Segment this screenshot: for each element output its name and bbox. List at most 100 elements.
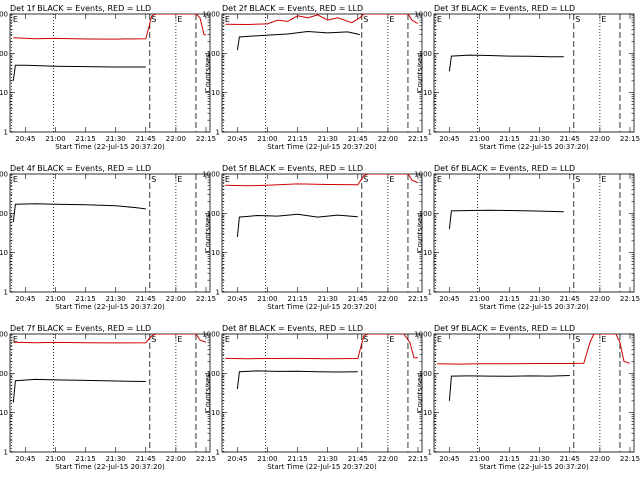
x-tick-label: 20:45 [15, 295, 35, 303]
y-tick-label: 100 [0, 370, 8, 378]
x-axis-label: Start Time (22-Jul-15 20:37:20) [55, 463, 165, 471]
panel-4: Det 4f BLACK = Events, RED = LLD 1 10 100 10… [0, 164, 216, 311]
series-lld-line [225, 334, 418, 360]
series-events-line [236, 30, 360, 51]
x-tick-label: 21:15 [287, 455, 307, 463]
y-tick-label: 10 [211, 249, 220, 257]
y-tick-label: 1000 [0, 171, 8, 179]
x-tick-label: 21:15 [75, 295, 95, 303]
x-tick-label: 22:00 [378, 135, 398, 143]
marker-label: S [151, 175, 156, 184]
panel-title: Det 3f BLACK = Events, RED = LLD [434, 4, 575, 13]
y-tick-label: 100 [0, 50, 8, 58]
y-tick-label: 10 [211, 409, 220, 417]
panel-5: Det 5f BLACK = Events, RED = LLD 1 10 100 10… [202, 164, 428, 311]
x-tick-label: 21:45 [348, 295, 368, 303]
x-tick-label: 20:45 [439, 135, 459, 143]
y-axis-label: Counts/sec [416, 214, 424, 253]
x-tick-label: 21:00 [257, 295, 277, 303]
marker-label: E [225, 175, 230, 184]
x-tick-label: 22:00 [378, 455, 398, 463]
panel-title: Det 7f BLACK = Events, RED = LLD [10, 324, 151, 333]
x-axis-label: Start Time (22-Jul-15 20:37:20) [267, 143, 377, 151]
x-tick-label: 21:30 [106, 295, 126, 303]
x-tick-label: 21:30 [106, 135, 126, 143]
marker-label: E [601, 15, 606, 24]
plot-frame [221, 13, 423, 133]
series-events-line [448, 54, 564, 72]
x-tick-label: 20:45 [15, 135, 35, 143]
marker-label: E [601, 335, 606, 344]
x-tick-label: 22:00 [590, 295, 610, 303]
panel-6: Det 6f BLACK = Events, RED = LLD 1 10 100 10… [414, 164, 640, 311]
y-tick-label: 1000 [414, 171, 432, 179]
marker-label: E [389, 335, 394, 344]
x-axis-label: Start Time (22-Jul-15 20:37:20) [267, 463, 377, 471]
plot-frame [221, 333, 423, 453]
marker-label: E [177, 15, 182, 24]
marker-label: S [575, 175, 580, 184]
marker-label: S [151, 15, 156, 24]
series-events-line [12, 378, 146, 403]
x-tick-label: 21:30 [106, 455, 126, 463]
panel-9: Det 9f BLACK = Events, RED = LLD 1 10 100 10… [414, 324, 640, 471]
x-tick-label: 20:45 [439, 295, 459, 303]
plot-frame [221, 173, 423, 293]
panel-title: Det 2f BLACK = Events, RED = LLD [222, 4, 363, 13]
x-tick-label: 21:45 [560, 135, 580, 143]
y-tick-label: 1 [4, 449, 8, 457]
x-tick-label: 21:15 [75, 135, 95, 143]
x-axis-label: Start Time (22-Jul-15 20:37:20) [267, 303, 377, 311]
x-tick-label: 21:00 [257, 455, 277, 463]
marker-label: E [13, 175, 18, 184]
x-tick-label: 21:45 [560, 455, 580, 463]
series-lld-line [225, 174, 419, 187]
x-tick-label: 21:00 [45, 135, 65, 143]
x-tick-label: 22:15 [620, 135, 640, 143]
series-events-line [12, 64, 146, 81]
x-tick-label: 21:30 [318, 295, 338, 303]
x-axis-label: Start Time (22-Jul-15 20:37:20) [479, 143, 589, 151]
x-tick-label: 21:45 [136, 455, 156, 463]
x-tick-label: 21:30 [318, 455, 338, 463]
x-tick-label: 20:45 [439, 455, 459, 463]
x-tick-label: 21:00 [257, 135, 277, 143]
x-tick-label: 22:00 [590, 455, 610, 463]
series-events-line [448, 375, 570, 401]
marker-label: S [575, 15, 580, 24]
x-tick-label: 22:15 [408, 455, 428, 463]
y-tick-label: 100 [207, 50, 220, 58]
x-tick-label: 20:45 [227, 295, 247, 303]
y-tick-label: 10 [0, 409, 8, 417]
y-tick-label: 1000 [414, 11, 432, 19]
series-lld-line [437, 334, 631, 365]
series-lld-line [13, 14, 207, 40]
plot-frame [433, 173, 635, 293]
y-tick-label: 10 [0, 89, 8, 97]
x-tick-label: 21:00 [469, 455, 489, 463]
series-events-line [12, 203, 146, 223]
marker-label: E [225, 15, 230, 24]
x-tick-label: 22:15 [196, 135, 216, 143]
y-axis-label: Counts/sec [204, 214, 212, 253]
panel-8: Det 8f BLACK = Events, RED = LLD 1 10 100 10… [202, 324, 428, 471]
y-tick-label: 100 [419, 370, 432, 378]
y-tick-label: 1 [4, 289, 8, 297]
y-axis-label: Counts/sec [416, 374, 424, 413]
panel-7: Det 7f BLACK = Events, RED = LLD 1 10 100 10… [0, 324, 216, 471]
y-tick-label: 1000 [0, 331, 8, 339]
x-tick-label: 21:00 [45, 295, 65, 303]
x-tick-label: 21:15 [499, 135, 519, 143]
x-tick-label: 22:15 [408, 295, 428, 303]
x-tick-label: 21:45 [348, 455, 368, 463]
panel-3: Det 3f BLACK = Events, RED = LLD 1 10 100 10… [414, 4, 640, 151]
y-tick-label: 1000 [414, 331, 432, 339]
x-tick-label: 21:30 [530, 135, 550, 143]
x-tick-label: 21:30 [530, 295, 550, 303]
x-tick-label: 22:15 [620, 455, 640, 463]
x-tick-label: 20:45 [227, 135, 247, 143]
y-tick-label: 100 [419, 210, 432, 218]
marker-label: E [13, 15, 18, 24]
series-events-line [448, 209, 564, 230]
